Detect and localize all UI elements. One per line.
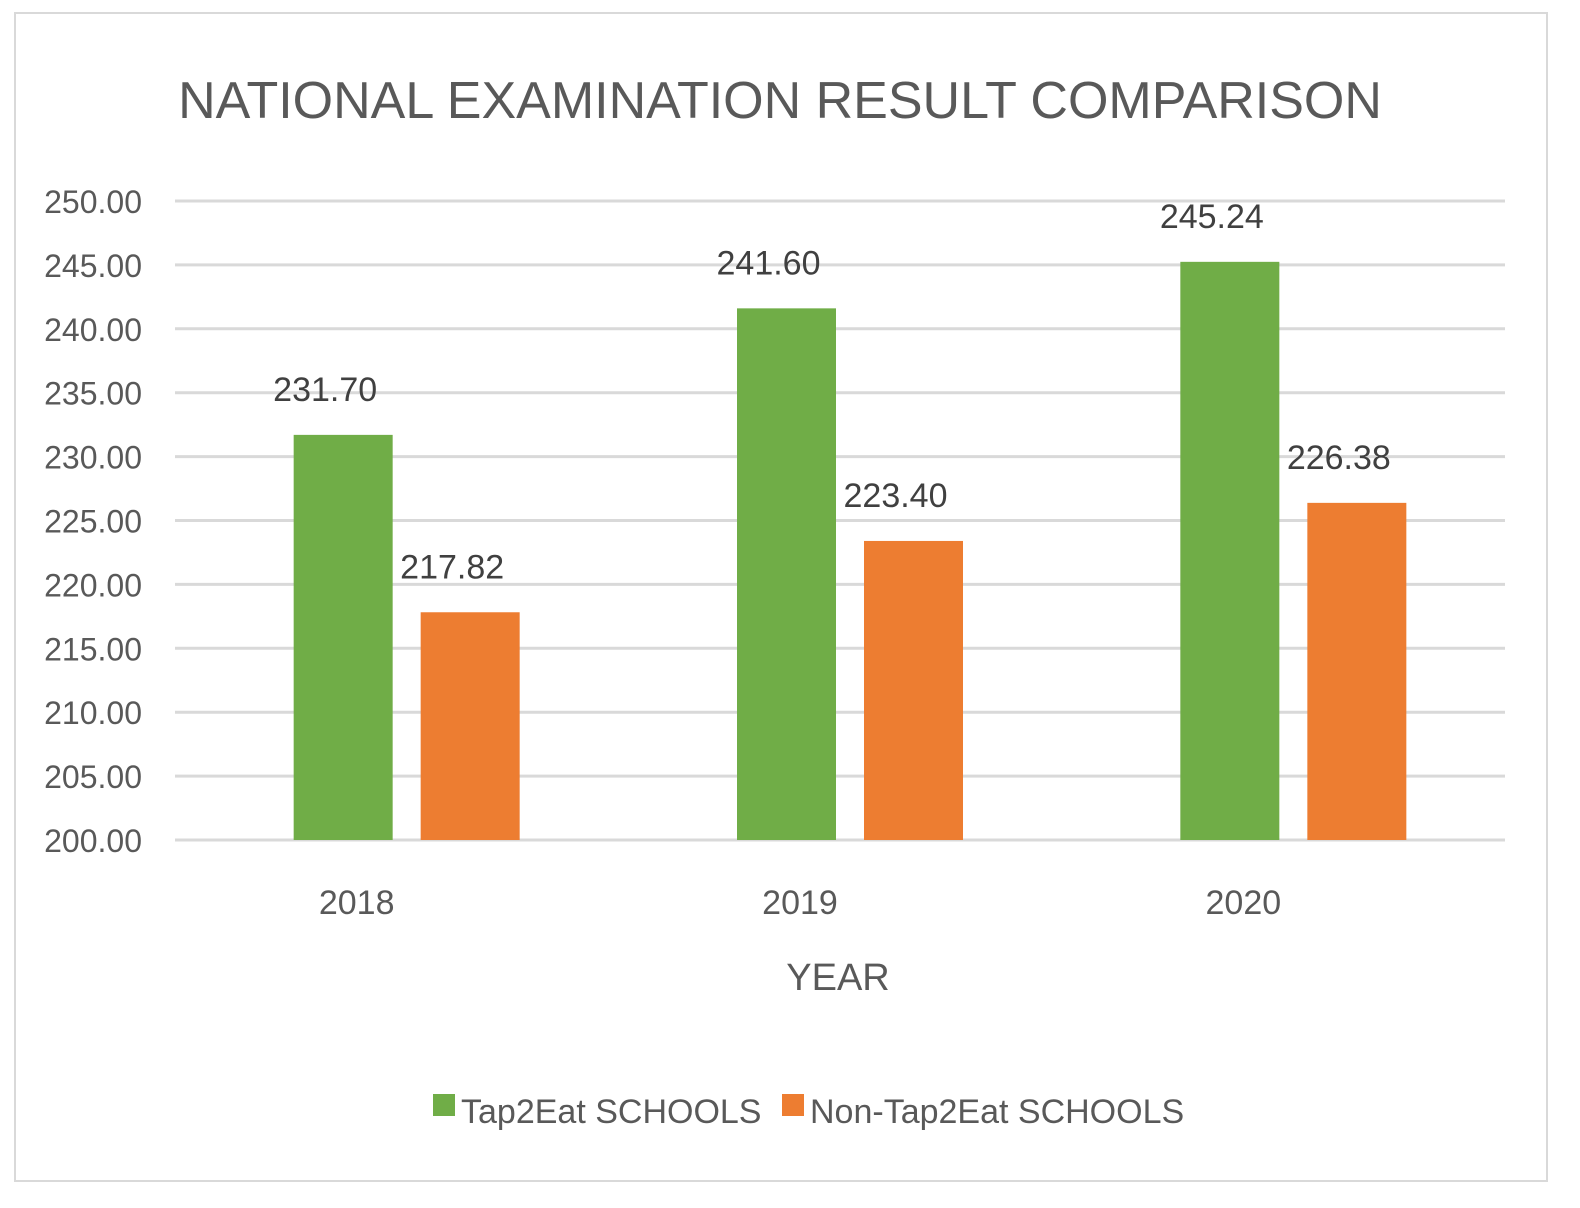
gridlines xyxy=(175,199,1505,842)
y-tick-label: 240.00 xyxy=(44,312,142,348)
x-category-label: 2020 xyxy=(1206,884,1282,922)
y-tick-label: 215.00 xyxy=(44,631,142,667)
bar-non-tap2eat-2018 xyxy=(420,612,520,840)
data-label: 217.82 xyxy=(400,548,504,586)
bars xyxy=(293,261,1407,841)
bar-tap2eat-2018 xyxy=(293,434,393,840)
data-label: 241.60 xyxy=(717,244,821,282)
x-category-label: 2018 xyxy=(319,884,395,922)
legend-label: Non-Tap2Eat SCHOOLS xyxy=(810,1093,1184,1131)
bar-non-tap2eat-2019 xyxy=(864,540,963,840)
bar-tap2eat-2019 xyxy=(737,308,836,840)
y-tick-label: 200.00 xyxy=(44,823,142,859)
chart-title: NATIONAL EXAMINATION RESULT COMPARISON xyxy=(178,72,1382,130)
legend-swatch xyxy=(433,1094,455,1116)
y-tick-label: 230.00 xyxy=(44,440,142,476)
x-category-label: 2019 xyxy=(762,884,838,922)
y-tick-label: 205.00 xyxy=(44,759,142,795)
data-labels: 231.70 217.82 241.60 223.40 245.24 226.38 xyxy=(273,198,1391,586)
data-label: 231.70 xyxy=(273,371,377,409)
y-tick-label: 235.00 xyxy=(44,376,142,412)
bar-tap2eat-2020 xyxy=(1180,261,1280,841)
data-label: 223.40 xyxy=(844,477,948,515)
x-axis-title: YEAR xyxy=(786,957,889,999)
legend-swatch xyxy=(782,1094,804,1116)
legend-label: Tap2Eat SCHOOLS xyxy=(461,1093,761,1131)
y-tick-label: 250.00 xyxy=(44,184,142,220)
y-tick-label: 210.00 xyxy=(44,695,142,731)
y-axis-tick-labels: 200.00 205.00 210.00 215.00 220.00 225.00 230.… xyxy=(44,184,142,859)
x-axis-category-labels: 2018 2019 2020 xyxy=(319,884,1281,922)
data-label: 245.24 xyxy=(1160,198,1264,236)
y-tick-label: 225.00 xyxy=(44,504,142,540)
y-tick-label: 245.00 xyxy=(44,248,142,284)
y-tick-label: 220.00 xyxy=(44,567,142,603)
legend: Tap2Eat SCHOOLS Non-Tap2Eat SCHOOLS xyxy=(433,1093,1184,1131)
data-label: 226.38 xyxy=(1287,439,1391,477)
bar-non-tap2eat-2020 xyxy=(1307,502,1407,840)
